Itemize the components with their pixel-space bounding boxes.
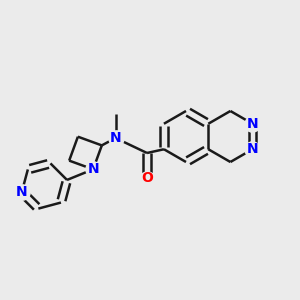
- Text: N: N: [87, 162, 99, 176]
- Text: O: O: [141, 172, 153, 185]
- Text: N: N: [110, 131, 121, 145]
- Text: N: N: [247, 117, 258, 131]
- Text: N: N: [247, 142, 258, 156]
- Text: N: N: [16, 185, 28, 199]
